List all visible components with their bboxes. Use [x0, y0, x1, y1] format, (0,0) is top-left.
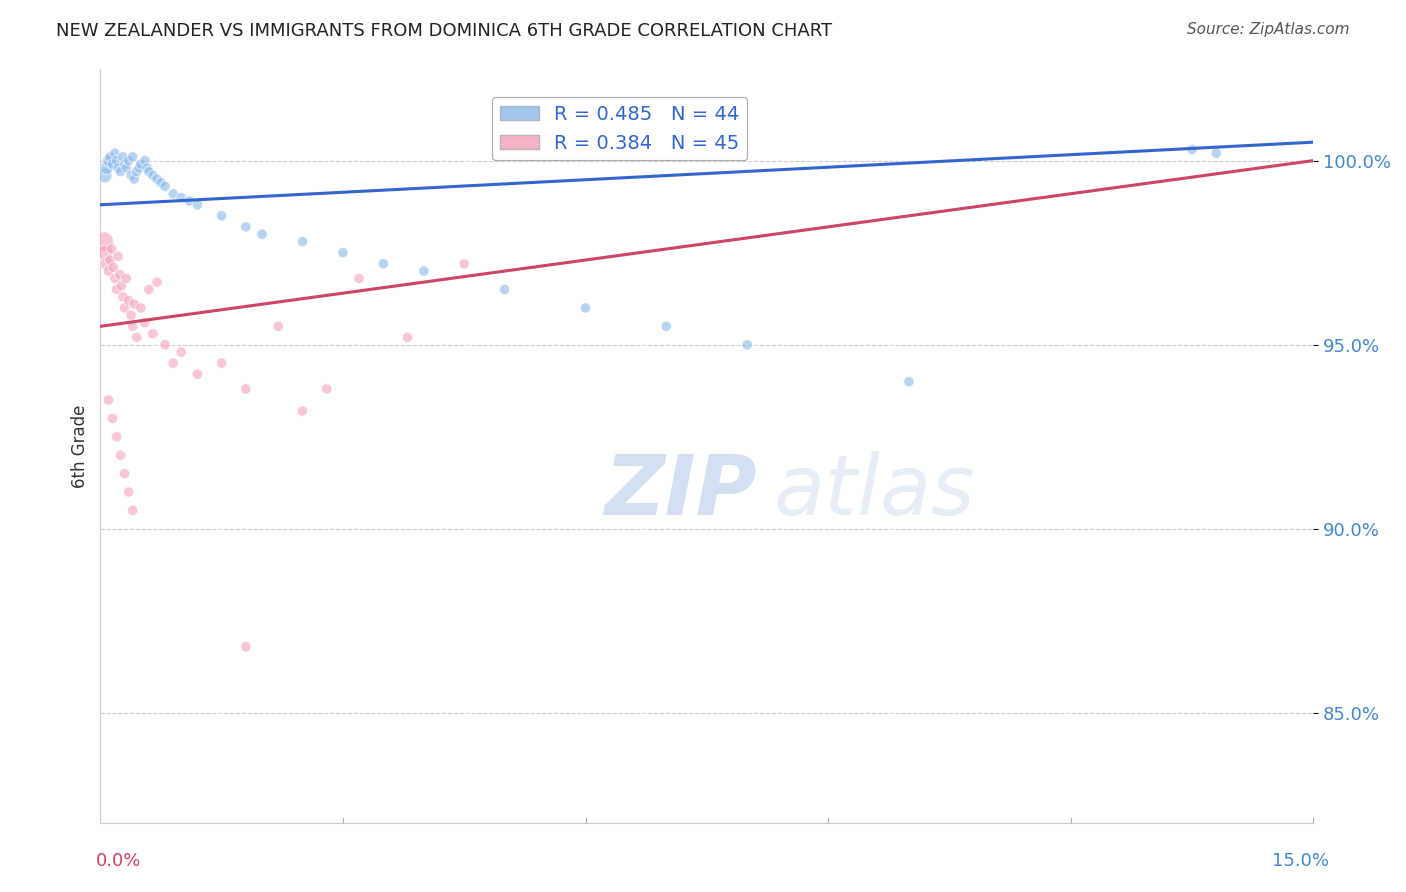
Text: atlas: atlas [773, 450, 976, 532]
Point [128, 161, 150, 175]
Point [93, 235, 115, 249]
Point [101, 411, 124, 425]
Point [118, 293, 141, 308]
Text: NEW ZEALANDER VS IMMIGRANTS FROM DOMINICA 6TH GRADE CORRELATION CHART: NEW ZEALANDER VS IMMIGRANTS FROM DOMINIC… [56, 22, 832, 40]
Point [98, 253, 121, 268]
Point [291, 404, 314, 418]
Point [142, 169, 165, 183]
Point [453, 257, 475, 271]
Point [120, 169, 142, 183]
Point [396, 330, 419, 344]
Point [134, 153, 156, 168]
Point [412, 264, 434, 278]
Point [94, 245, 117, 260]
Point [179, 194, 201, 208]
Point [162, 356, 184, 370]
Point [110, 164, 132, 178]
Point [150, 176, 173, 190]
Point [186, 198, 208, 212]
Point [1205, 146, 1227, 161]
Point [118, 485, 141, 500]
Point [105, 283, 128, 297]
Point [162, 186, 184, 201]
Point [108, 268, 131, 282]
Point [138, 283, 160, 297]
Point [107, 249, 129, 263]
Point [104, 271, 127, 285]
Point [494, 283, 516, 297]
Point [250, 227, 273, 242]
Point [1181, 143, 1204, 157]
Point [138, 164, 160, 178]
Point [114, 301, 136, 315]
Point [142, 326, 165, 341]
Point [146, 172, 169, 186]
Point [373, 257, 395, 271]
Point [186, 367, 208, 381]
Point [110, 448, 132, 462]
Point [100, 242, 122, 256]
Point [153, 337, 176, 351]
Point [735, 337, 758, 351]
Point [120, 308, 142, 322]
Point [111, 290, 134, 304]
Point [125, 164, 148, 178]
Point [118, 153, 141, 168]
Point [103, 260, 125, 275]
Y-axis label: 6th Grade: 6th Grade [72, 404, 89, 488]
Point [97, 153, 120, 168]
Point [897, 375, 920, 389]
Point [134, 316, 156, 330]
Point [291, 235, 314, 249]
Point [153, 179, 176, 194]
Point [124, 172, 146, 186]
Point [104, 146, 127, 161]
Point [98, 150, 121, 164]
Point [211, 209, 233, 223]
Point [115, 161, 138, 175]
Point [129, 157, 152, 171]
Point [235, 382, 257, 396]
Point [105, 153, 128, 168]
Point [267, 319, 290, 334]
Point [111, 150, 134, 164]
Point [315, 382, 337, 396]
Point [347, 271, 370, 285]
Point [235, 219, 257, 234]
Point [574, 301, 596, 315]
Point [129, 301, 152, 315]
Point [105, 430, 128, 444]
Point [121, 319, 143, 334]
Point [107, 161, 129, 175]
Point [101, 157, 124, 171]
Point [125, 330, 148, 344]
Point [93, 169, 115, 183]
Point [121, 150, 143, 164]
Point [170, 190, 193, 204]
Point [211, 356, 233, 370]
Point [146, 275, 169, 289]
Point [114, 157, 136, 171]
Point [235, 640, 257, 654]
Point [655, 319, 678, 334]
Point [121, 503, 143, 517]
Point [110, 278, 132, 293]
Point [114, 467, 136, 481]
Point [97, 392, 120, 407]
Text: 15.0%: 15.0% [1271, 852, 1329, 870]
Point [115, 271, 138, 285]
Point [96, 161, 118, 175]
Point [97, 264, 120, 278]
Point [170, 345, 193, 359]
Point [124, 297, 146, 311]
Text: Source: ZipAtlas.com: Source: ZipAtlas.com [1187, 22, 1350, 37]
Legend: R = 0.485   N = 44, R = 0.384   N = 45: R = 0.485 N = 44, R = 0.384 N = 45 [492, 97, 748, 161]
Point [136, 161, 159, 175]
Point [332, 245, 354, 260]
Text: 0.0%: 0.0% [96, 852, 141, 870]
Text: ZIP: ZIP [603, 450, 756, 532]
Point [96, 257, 118, 271]
